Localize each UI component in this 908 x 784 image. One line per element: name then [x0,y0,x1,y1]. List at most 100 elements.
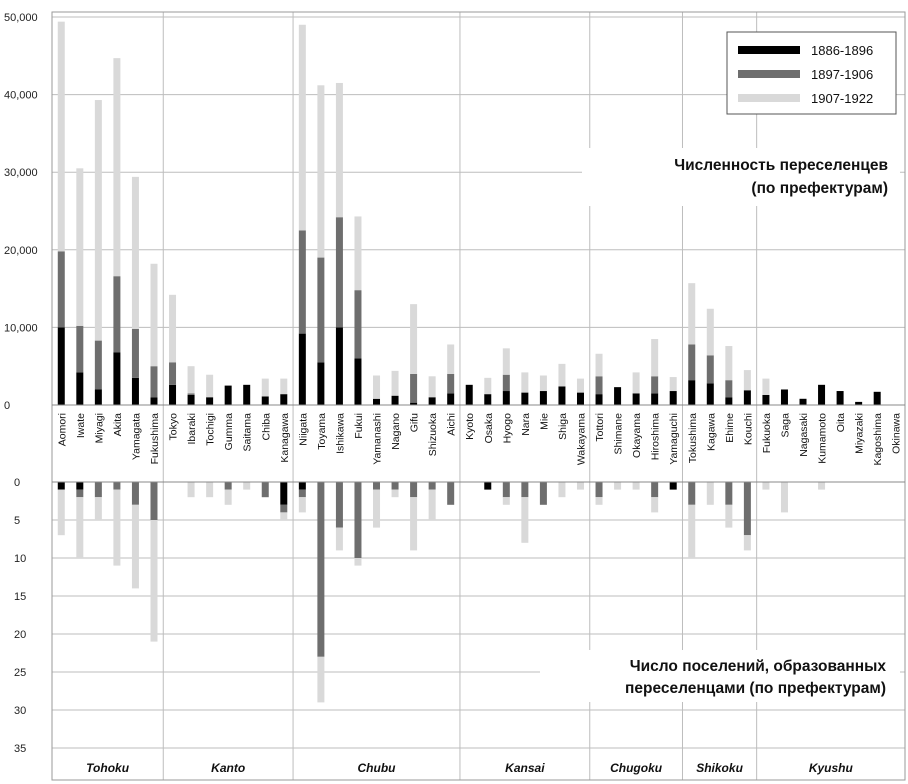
migrants-bar-fukushima-1907 [150,263,158,367]
migrants-bar-chiba-1907 [261,378,269,397]
settlements-bar-shizuoka-1907 [428,489,436,520]
prefecture-label-nara: Nara [520,413,532,436]
settlements-bar-niigata-1907 [298,497,306,513]
prefecture-label-aichi: Aichi [446,413,458,436]
migrants-bar-aichi-1907 [447,344,455,374]
prefecture-label-kumamoto: Kumamoto [817,413,829,464]
settlements-bar-tottori-1907 [595,497,603,505]
migrants-bar-toyama-1907 [317,85,325,258]
prefecture-label-tokyo: Tokyo [168,413,180,441]
migrants-bar-gifu-1897 [410,373,418,403]
migrants-bar-nara-1907 [521,372,529,393]
settlements-bar-tochigi-1907 [206,482,214,498]
prefecture-label-kanagawa: Kanagawa [279,413,291,463]
migrants-bar-iwate-1907 [76,168,84,326]
legend: 1886-1896 1897-1906 1907-1922 [726,31,897,115]
bottom-title-line-2: переселенцами (по префектурам) [625,680,886,697]
migrants-bar-kagawa-1907 [706,308,714,356]
prefecture-label-ishikawa: Ishikawa [334,413,346,454]
migrants-bar-yamanashi-1907 [373,375,381,399]
settlements-bar-kanagawa-1886 [280,482,288,505]
prefecture-label-tokushima: Tokushima [687,413,699,463]
migrants-bar-gumma-1886 [224,385,232,405]
migrants-bar-nara-1886 [521,392,529,405]
migrants-bar-nagano-1907 [391,370,399,396]
migrants-bar-fukuoka-1886 [762,394,770,405]
migrants-bar-hyogo-1897 [502,374,510,392]
region-label-kyushu: Kyushu [809,761,854,775]
settlements-bar-niigata-1886 [298,482,306,490]
prefecture-label-mie: Mie [538,413,550,430]
bottom-y-tick-label: 25 [14,667,26,679]
migrants-bar-tokyo-1886 [169,384,177,405]
bottom-y-tick-label: 35 [14,743,26,755]
settlements-bar-gumma-1907 [224,489,232,505]
settlements-bar-hiroshima-1897 [651,482,659,498]
prefecture-label-niigata: Niigata [297,413,309,446]
prefecture-label-gumma: Gumma [223,413,235,451]
prefecture-label-akita: Akita [112,413,124,437]
migrants-bar-aomori-1897 [57,251,65,328]
migrants-bar-yamagata-1897 [131,328,139,378]
settlements-bar-ehime-1907 [725,504,733,528]
settlements-bar-iwate-1907 [76,497,84,558]
migrants-bar-kouchi-1886 [743,390,751,405]
prefecture-label-yamagata: Yamagata [130,413,142,460]
settlements-bar-hyogo-1897 [502,482,510,498]
bottom-y-tick-label: 10 [14,553,26,565]
region-label-chubu: Chubu [358,761,397,775]
prefecture-label-osaka: Osaka [483,413,495,444]
settlements-bar-yamaguchi-1886 [669,482,677,490]
migrants-bar-osaka-1907 [484,377,492,395]
region-label-kansai: Kansai [505,761,545,775]
migrants-bar-iwate-1886 [76,372,84,405]
prefecture-label-tottori: Tottori [594,413,606,442]
plot-frame [51,11,906,781]
legend-swatch-1907 [738,94,800,102]
migrants-bar-miyagi-1907 [94,100,102,341]
bottom-y-tick-label: 5 [14,515,20,527]
prefecture-label-iwate: Iwate [75,413,87,438]
migrants-bar-mie-1907 [539,375,547,392]
settlements-bar-okayama-1907 [632,482,640,490]
migrants-bar-tochigi-1886 [206,397,214,405]
prefecture-label-fukui: Fukui [353,413,365,439]
prefecture-label-yamanashi: Yamanashi [372,413,384,465]
prefecture-label-hyogo: Hyogo [501,413,513,444]
migrants-bar-yamaguchi-1907 [669,377,677,392]
region-label-kanto: Kanto [211,761,245,775]
migrants-bar-aomori-1886 [57,327,65,405]
settlements-bar-gifu-1897 [410,482,418,498]
migrants-bar-iwate-1897 [76,325,84,373]
settlements-bar-fukushima-1897 [150,482,158,520]
settlements-bar-kouchi-1907 [743,535,751,551]
migrants-bar-ishikawa-1897 [335,217,343,328]
migrants-bar-tochigi-1907 [206,374,214,398]
settlements-bar-ibaraki-1907 [187,482,195,498]
migrants-bar-tokushima-1886 [688,380,696,405]
migrants-bar-kouchi-1907 [743,370,751,391]
migrants-bar-fukui-1886 [354,358,362,405]
migrants-bar-miyagi-1897 [94,340,102,390]
prefecture-label-miyagi: Miyagi [93,413,105,443]
prefecture-label-fukushima: Fukushima [149,413,161,465]
migrants-bar-tokyo-1907 [169,294,177,363]
settlements-bar-yamagata-1897 [131,482,139,505]
migrants-bar-ibaraki-1907 [187,366,195,394]
settlements-bar-hiroshima-1907 [651,497,659,513]
settlements-bar-iwate-1886 [76,482,84,490]
settlements-bar-yamanashi-1907 [373,489,381,528]
settlements-bar-ehime-1897 [725,482,733,505]
settlements-bar-shiga-1907 [558,482,566,498]
settlements-bar-kanagawa-1897 [280,504,288,513]
migrants-bar-miyagi-1886 [94,389,102,405]
migrants-bar-kanagawa-1907 [280,378,288,395]
migrants-bar-kanagawa-1886 [280,394,288,405]
settlements-bar-niigata-1897 [298,489,306,498]
settlements-bar-kagawa-1907 [706,482,714,505]
migrants-bar-ibaraki-1886 [187,394,195,405]
legend-label-1886: 1886-1896 [811,43,873,58]
region-label-tohoku: Tohoku [86,761,130,775]
migrants-bar-mie-1886 [539,391,547,405]
migrants-bar-fukushima-1897 [150,366,158,398]
